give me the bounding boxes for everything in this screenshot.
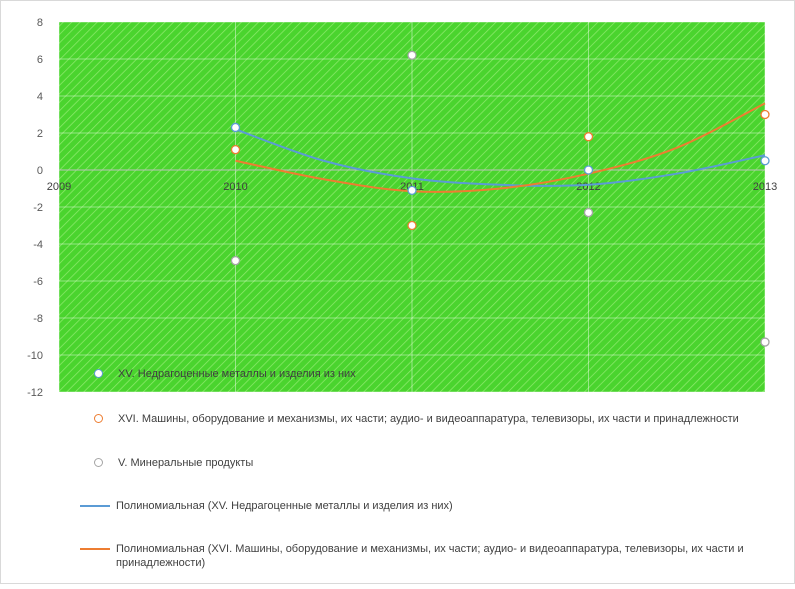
legend-marker [80, 542, 116, 556]
legend-item-series-3: V. Минеральные продукты [94, 456, 784, 470]
data-points [230, 50, 770, 347]
y-tick-label: -6 [33, 276, 43, 288]
legend-marker [94, 456, 118, 470]
legend-marker [94, 412, 118, 426]
data-point-series-2 [407, 220, 417, 231]
y-tick-label: 8 [37, 17, 43, 29]
trendlines [235, 102, 766, 193]
legend-item-series-2: XVI. Машины, оборудование и механизмы, и… [94, 412, 784, 426]
legend-label: V. Минеральные продукты [118, 457, 254, 469]
data-point-series-1 [760, 156, 770, 166]
y-tick-label: -10 [27, 350, 43, 362]
y-tick-label: -4 [33, 239, 43, 251]
legend-item-trendline-1: Полиномиальная (XV. Недрагоценные металл… [80, 499, 784, 513]
data-point-series-2 [760, 109, 770, 120]
legend-label: Полиномиальная (XV. Недрагоценные металл… [116, 500, 453, 512]
y-tick-label: 4 [37, 91, 43, 103]
data-point-series-3 [760, 337, 770, 347]
data-point-series-3 [583, 207, 594, 218]
y-tick-label: -12 [27, 387, 43, 399]
legend-label: XVI. Машины, оборудование и механизмы, и… [118, 413, 739, 425]
y-axis-tick-labels: 8 6 4 2 0 -2 -4 -6 -8 -10 -12 [27, 17, 43, 399]
y-tick-label: 6 [37, 54, 43, 66]
trendline-2 [235, 102, 766, 193]
data-point-series-3 [407, 50, 417, 60]
x-tick-label: 2012 [576, 181, 600, 193]
data-point-series-1 [407, 185, 417, 196]
x-tick-label: 2009 [47, 181, 71, 193]
y-tick-label: 0 [37, 165, 43, 177]
data-point-series-2 [230, 144, 241, 155]
legend-marker [80, 499, 116, 513]
legend-marker [94, 367, 118, 381]
data-point-series-3 [230, 255, 241, 266]
x-tick-label: 2010 [223, 181, 247, 193]
x-tick-label: 2013 [753, 181, 777, 193]
y-tick-label: -2 [33, 202, 43, 214]
data-point-series-1 [230, 122, 241, 133]
legend-item-series-1: XV. Недрагоценные металлы и изделия из н… [94, 367, 784, 381]
y-tick-label: 2 [37, 128, 43, 140]
trendline-1 [235, 128, 766, 187]
x-axis-tick-labels: 20092010201120122013 [47, 181, 777, 193]
legend-label: Полиномиальная (XVI. Машины, оборудовани… [116, 543, 744, 569]
data-point-series-2 [583, 132, 594, 142]
legend-item-trendline-2: Полиномиальная (XVI. Машины, оборудовани… [80, 542, 784, 570]
data-point-series-1 [583, 165, 594, 175]
legend-label: XV. Недрагоценные металлы и изделия из н… [118, 368, 356, 380]
y-tick-label: -8 [33, 313, 43, 325]
